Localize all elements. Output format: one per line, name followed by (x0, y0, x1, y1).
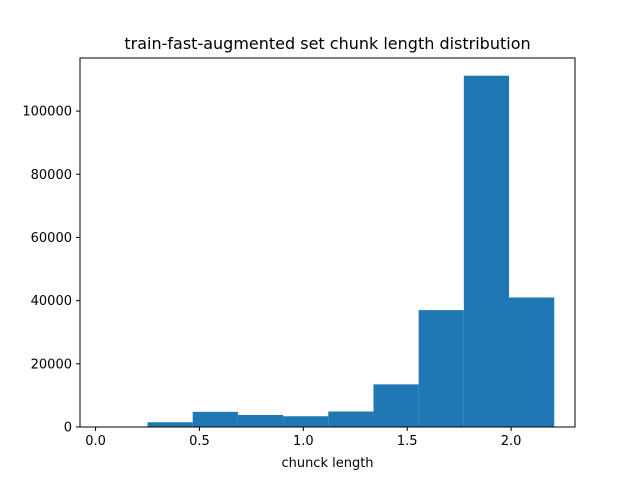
histogram-bar-1 (147, 422, 193, 427)
y-tick-label: 100000 (22, 105, 72, 120)
x-tick-label: 2.0 (501, 434, 522, 449)
histogram-bar-8 (463, 75, 510, 427)
x-tick-label: 1.0 (293, 434, 314, 449)
histogram-bar-6 (373, 384, 419, 427)
histogram-bar-7 (418, 310, 464, 427)
y-tick-label: 40000 (31, 294, 72, 309)
chart-title: train-fast-augmented set chunk length di… (124, 34, 530, 53)
plot-frame (79, 57, 576, 428)
histogram-bar-5 (328, 411, 374, 427)
histogram-bar-3 (237, 414, 284, 427)
y-tick-label: 80000 (31, 168, 72, 183)
y-tick-label: 60000 (31, 231, 72, 246)
x-axis-label: chunck length (281, 456, 373, 471)
histogram-bar-9 (509, 297, 555, 427)
y-tick-label: 0 (64, 421, 72, 436)
histogram-bar-2 (192, 411, 238, 427)
axes-layer: 0.0 0.5 1.0 1.5 2.0 0 20000 40000 60000 80000 1000… (22, 57, 576, 449)
x-tick-label: 0.0 (85, 434, 106, 449)
x-tick-label: 0.5 (189, 434, 210, 449)
bars-layer (147, 75, 555, 427)
y-tick-label: 20000 (31, 357, 72, 372)
x-tick-label: 1.5 (397, 434, 418, 449)
histogram-bar-4 (283, 416, 329, 427)
